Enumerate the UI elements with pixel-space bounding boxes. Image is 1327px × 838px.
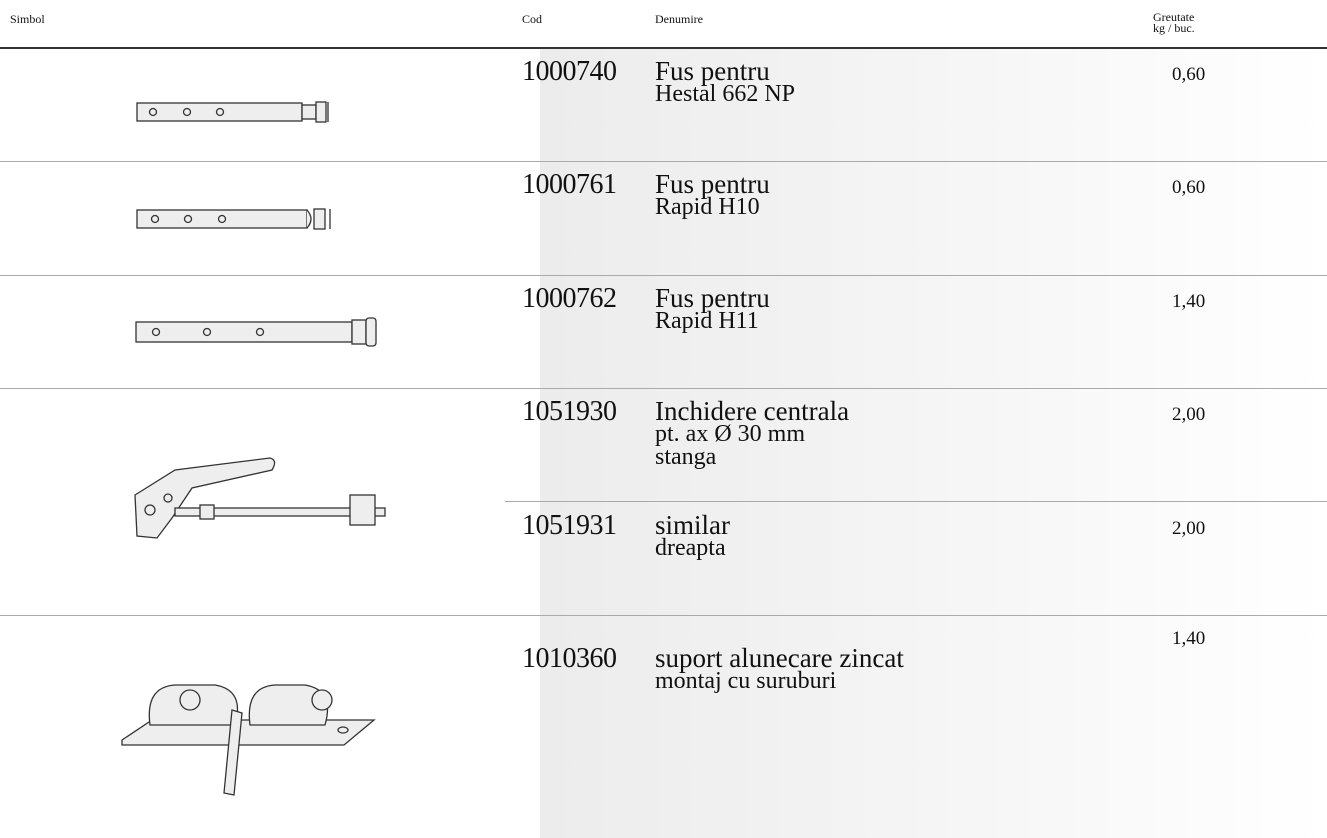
item-weight: 0,60 xyxy=(1172,64,1206,85)
weight-label: Greutate xyxy=(1153,10,1195,24)
weight-unit: kg / buc. xyxy=(1153,21,1195,35)
pin-drawing xyxy=(136,101,329,123)
pin-drawing xyxy=(136,208,331,230)
item-detail: montaj cu suruburi xyxy=(655,668,837,694)
item-title: Fus pentru xyxy=(655,56,770,86)
bracket-drawing xyxy=(121,684,376,796)
item-weight: 0,60 xyxy=(1172,177,1206,198)
row-rule xyxy=(505,501,1327,502)
item-title: suport alunecare zincat xyxy=(655,643,904,673)
item-detail: Hestal 662 NP xyxy=(655,81,795,107)
item-title: Fus pentru xyxy=(655,169,770,199)
item-title: Inchidere centrala xyxy=(655,396,850,426)
item-code: 1051930 xyxy=(522,396,617,427)
item-detail: Rapid H10 xyxy=(655,194,760,220)
item-code: 1010360 xyxy=(522,643,617,674)
item-detail: pt. ax Ø 30 mm xyxy=(655,421,805,447)
column-shade xyxy=(540,48,1327,838)
item-name: Fus pentru Rapid H11 xyxy=(655,285,770,334)
row-rule xyxy=(0,615,1327,616)
item-name: suport alunecare zincat montaj cu surubur… xyxy=(655,645,904,694)
item-weight: 2,00 xyxy=(1172,518,1206,539)
row-rule xyxy=(0,275,1327,276)
item-name: Inchidere centrala pt. ax Ø 30 mm stanga xyxy=(655,398,849,470)
pin-drawing xyxy=(135,317,377,347)
item-weight: 1,40 xyxy=(1172,628,1206,649)
item-detail: stanga xyxy=(655,444,717,470)
item-code: 1000740 xyxy=(522,56,617,87)
header-rule xyxy=(0,47,1327,49)
item-name: Fus pentru Rapid H10 xyxy=(655,171,770,220)
header-code: Cod xyxy=(522,12,543,26)
header-symbol: Simbol xyxy=(10,12,45,26)
row-rule xyxy=(0,161,1327,162)
header-weight: Greutate kg / buc. xyxy=(1153,10,1195,35)
item-title: Fus pentru xyxy=(655,283,770,313)
item-weight: 1,40 xyxy=(1172,291,1206,312)
item-code: 1051931 xyxy=(522,510,617,541)
item-name: similar dreapta xyxy=(655,512,730,561)
item-weight: 2,00 xyxy=(1172,404,1206,425)
item-code: 1000761 xyxy=(522,169,617,200)
item-code: 1000762 xyxy=(522,283,617,314)
item-title: similar xyxy=(655,510,730,540)
item-detail: Rapid H11 xyxy=(655,308,759,334)
item-detail: dreapta xyxy=(655,535,726,561)
lock-drawing xyxy=(134,457,386,539)
row-rule xyxy=(0,388,1327,389)
item-name: Fus pentru Hestal 662 NP xyxy=(655,58,795,107)
header-name: Denumire xyxy=(655,12,703,26)
